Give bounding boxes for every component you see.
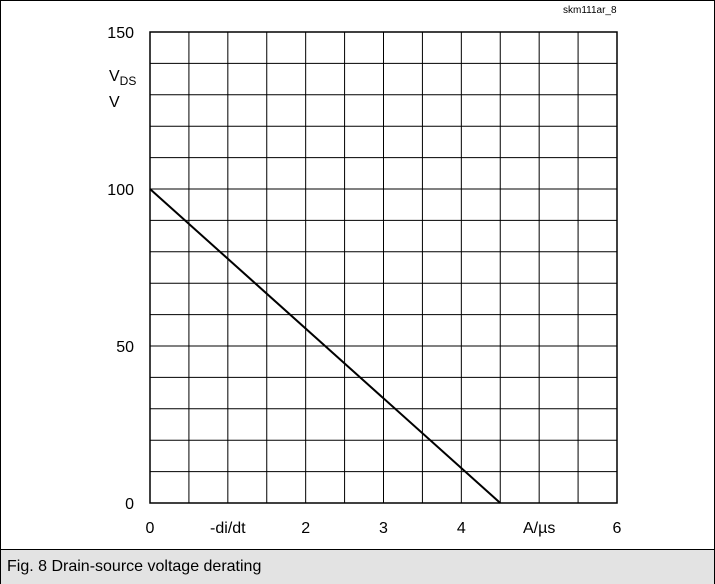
y-axis-label-subscript: DS <box>120 74 137 88</box>
y-axis-label-main: V <box>109 68 120 85</box>
y-tick-labels: 0 50 100 150 <box>107 25 134 513</box>
y-tick-label: 150 <box>107 25 134 42</box>
x-tick-label: 4 <box>457 520 466 537</box>
x-tick-label: 0 <box>146 520 155 537</box>
figure-reference-code: skm111ar_8 <box>563 5 617 16</box>
y-tick-label: 50 <box>116 339 134 356</box>
series-line <box>149 188 501 504</box>
chart: 0 50 100 150 0 -di/dt 2 3 4 A/µs 6 VDS V skm111ar… <box>107 5 622 537</box>
x-tick-label: 3 <box>379 520 388 537</box>
plot-border <box>149 31 618 504</box>
caption-bar: Fig. 8 Drain-source voltage derating <box>1 549 714 584</box>
x-tick-label: 6 <box>613 520 622 537</box>
x-tick-label: 2 <box>301 520 310 537</box>
figure-caption: Fig. 8 Drain-source voltage derating <box>7 558 262 575</box>
y-axis-label: VDS <box>109 68 136 88</box>
y-tick-label: 100 <box>107 182 134 199</box>
y-tick-label: 0 <box>125 496 134 513</box>
series <box>149 188 501 504</box>
y-axis-unit: V <box>109 94 120 111</box>
grid <box>149 31 618 504</box>
x-tick-labels: 0 -di/dt 2 3 4 A/µs 6 <box>146 520 622 537</box>
x-tick-label: -di/dt <box>210 520 246 537</box>
x-tick-label: A/µs <box>523 520 555 537</box>
